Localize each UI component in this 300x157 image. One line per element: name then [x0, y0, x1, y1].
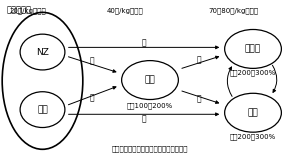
Text: 乳製品の輸入框を求める「玉突き」構造: 乳製品の輸入框を求める「玉突き」構造: [112, 146, 188, 152]
Text: 枠: 枠: [89, 56, 94, 65]
Ellipse shape: [20, 92, 65, 127]
Text: 枠: 枠: [197, 94, 202, 103]
Text: NZ: NZ: [36, 48, 49, 57]
Text: 関税200～300%: 関税200～300%: [230, 70, 276, 76]
Text: 40円/kg（中）: 40円/kg（中）: [107, 8, 143, 14]
Text: 枠: 枠: [142, 38, 146, 47]
Ellipse shape: [20, 34, 65, 70]
Text: 枠: 枠: [197, 55, 202, 64]
Text: カナダ: カナダ: [245, 44, 261, 53]
Text: 20円/kg（低）: 20円/kg（低）: [10, 8, 46, 14]
Text: 関税200～300%: 関税200～300%: [230, 134, 276, 140]
Text: 生乳生産費: 生乳生産費: [7, 5, 32, 14]
Text: 関税100～200%: 関税100～200%: [127, 102, 173, 109]
Text: 枠: 枠: [89, 93, 94, 103]
Ellipse shape: [225, 30, 281, 68]
Ellipse shape: [225, 93, 281, 132]
Ellipse shape: [122, 61, 178, 100]
Text: 豪州: 豪州: [37, 105, 48, 114]
Text: 枠: 枠: [142, 114, 146, 123]
Text: 日本: 日本: [248, 108, 258, 117]
Text: 70～80円/kg（高）: 70～80円/kg（高）: [208, 8, 258, 14]
Text: 米国: 米国: [145, 76, 155, 85]
